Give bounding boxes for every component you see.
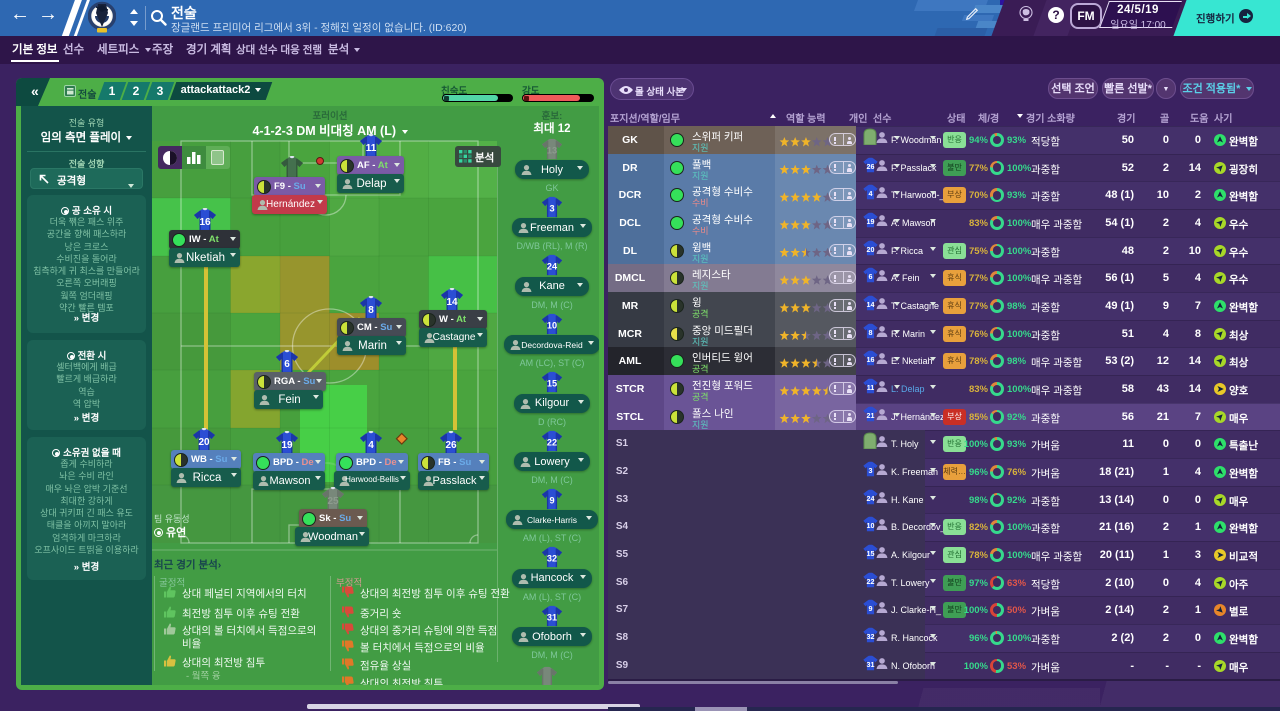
- svg-text:11: 11: [366, 143, 377, 154]
- svg-text:32: 32: [867, 632, 875, 641]
- svg-text:4: 4: [869, 189, 873, 198]
- svg-text:13: 13: [547, 146, 557, 156]
- svg-text:8: 8: [869, 328, 873, 337]
- svg-text:6: 6: [284, 359, 290, 370]
- svg-text:24: 24: [867, 494, 875, 503]
- svg-text:31: 31: [547, 613, 557, 623]
- svg-text:15: 15: [547, 379, 557, 389]
- svg-text:14: 14: [446, 297, 458, 308]
- svg-text:20: 20: [198, 437, 210, 448]
- svg-text:11: 11: [867, 383, 875, 392]
- svg-text:4: 4: [368, 440, 374, 451]
- svg-text:3: 3: [869, 466, 873, 475]
- svg-text:26: 26: [867, 162, 875, 171]
- svg-text:16: 16: [199, 217, 211, 228]
- svg-text:16: 16: [867, 355, 875, 364]
- svg-text:19: 19: [867, 217, 875, 226]
- svg-text:21: 21: [867, 411, 875, 420]
- svg-text:20: 20: [867, 245, 875, 254]
- svg-text:10: 10: [867, 521, 875, 530]
- svg-text:10: 10: [547, 321, 557, 331]
- svg-text:22: 22: [547, 438, 557, 448]
- svg-text:9: 9: [549, 496, 554, 506]
- svg-text:31: 31: [867, 659, 875, 668]
- svg-text:26: 26: [445, 440, 457, 451]
- svg-text:19: 19: [281, 440, 293, 451]
- svg-text:14: 14: [867, 300, 875, 309]
- svg-text:3: 3: [549, 204, 554, 214]
- svg-text:8: 8: [368, 305, 374, 316]
- svg-text:6: 6: [869, 272, 873, 281]
- svg-text:15: 15: [867, 549, 875, 558]
- svg-text:25: 25: [327, 496, 339, 507]
- svg-text:24: 24: [547, 262, 558, 272]
- svg-text:32: 32: [547, 554, 557, 564]
- svg-text:9: 9: [869, 604, 873, 613]
- svg-text:22: 22: [867, 576, 875, 585]
